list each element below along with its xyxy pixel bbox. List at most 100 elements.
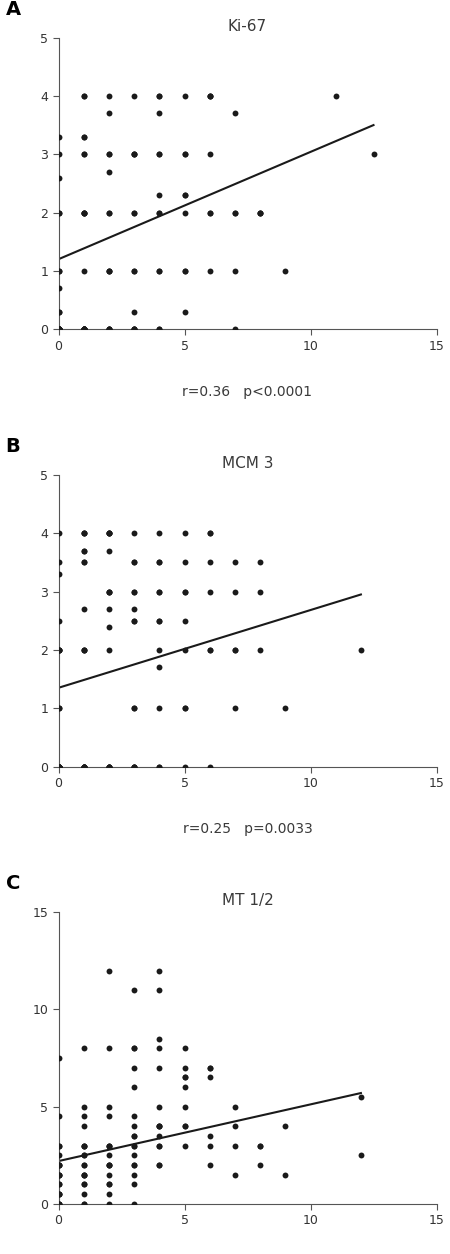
Point [130,144,138,164]
Point [130,981,138,1001]
Point [55,564,62,584]
Point [206,1058,213,1078]
Point [130,1165,138,1185]
Point [130,1155,138,1175]
Point [156,85,163,107]
Point [156,552,163,572]
Point [181,186,188,206]
Point [80,523,87,543]
Point [80,1194,87,1214]
Point [206,1058,213,1078]
Point [80,1145,87,1165]
Point [55,1155,62,1175]
Point [206,85,213,107]
Point [181,261,188,281]
Point [156,1096,163,1117]
Point [55,640,62,660]
Point [105,144,112,164]
Point [80,203,87,223]
Point [105,756,112,776]
Point [105,756,112,776]
Point [156,1136,163,1156]
Text: B: B [5,438,20,456]
Point [332,85,339,107]
Point [55,168,62,188]
Point [55,756,62,776]
Point [80,756,87,776]
Point [206,144,213,164]
Point [80,756,87,776]
Point [206,640,213,660]
Point [130,611,138,631]
Point [130,144,138,164]
Point [231,261,239,281]
Text: A: A [5,0,21,19]
Point [80,1165,87,1185]
Point [105,582,112,602]
Point [80,640,87,660]
Point [130,1038,138,1058]
Point [206,1067,213,1087]
Point [105,523,112,543]
Point [55,1184,62,1204]
Point [370,144,377,164]
Point [181,1096,188,1117]
Point [55,756,62,776]
Point [105,320,112,340]
Point [55,640,62,660]
Point [80,320,87,340]
Point [231,698,239,719]
Point [55,756,62,776]
Point [55,144,62,164]
Point [130,1058,138,1078]
Point [55,1194,62,1214]
Point [55,640,62,660]
Point [105,523,112,543]
Point [105,1038,112,1058]
Point [156,698,163,719]
Point [156,1116,163,1136]
Point [55,1194,62,1214]
Point [156,552,163,572]
Point [206,756,213,776]
Point [130,320,138,340]
Point [181,611,188,631]
Point [80,320,87,340]
Point [55,698,62,719]
Point [181,698,188,719]
Point [55,320,62,340]
Point [80,1165,87,1185]
Point [130,302,138,322]
Point [105,144,112,164]
Point [181,144,188,164]
Point [105,1106,112,1126]
Point [181,582,188,602]
Point [55,523,62,543]
Point [80,261,87,281]
Point [231,103,239,123]
Point [256,582,264,602]
Point [130,261,138,281]
Point [105,261,112,281]
Point [55,552,62,572]
Point [55,1165,62,1185]
Point [105,961,112,981]
Point [231,1096,239,1117]
Point [231,1136,239,1156]
Point [105,1184,112,1204]
Point [256,1155,264,1175]
Point [105,1175,112,1195]
Point [156,1155,163,1175]
Point [357,1145,364,1165]
Point [80,320,87,340]
Point [55,1165,62,1185]
Point [181,1067,188,1087]
Point [105,203,112,223]
Point [55,127,62,147]
Title: MCM 3: MCM 3 [222,456,273,472]
Point [156,144,163,164]
Point [55,611,62,631]
Point [156,640,163,660]
Point [55,1106,62,1126]
Point [181,203,188,223]
